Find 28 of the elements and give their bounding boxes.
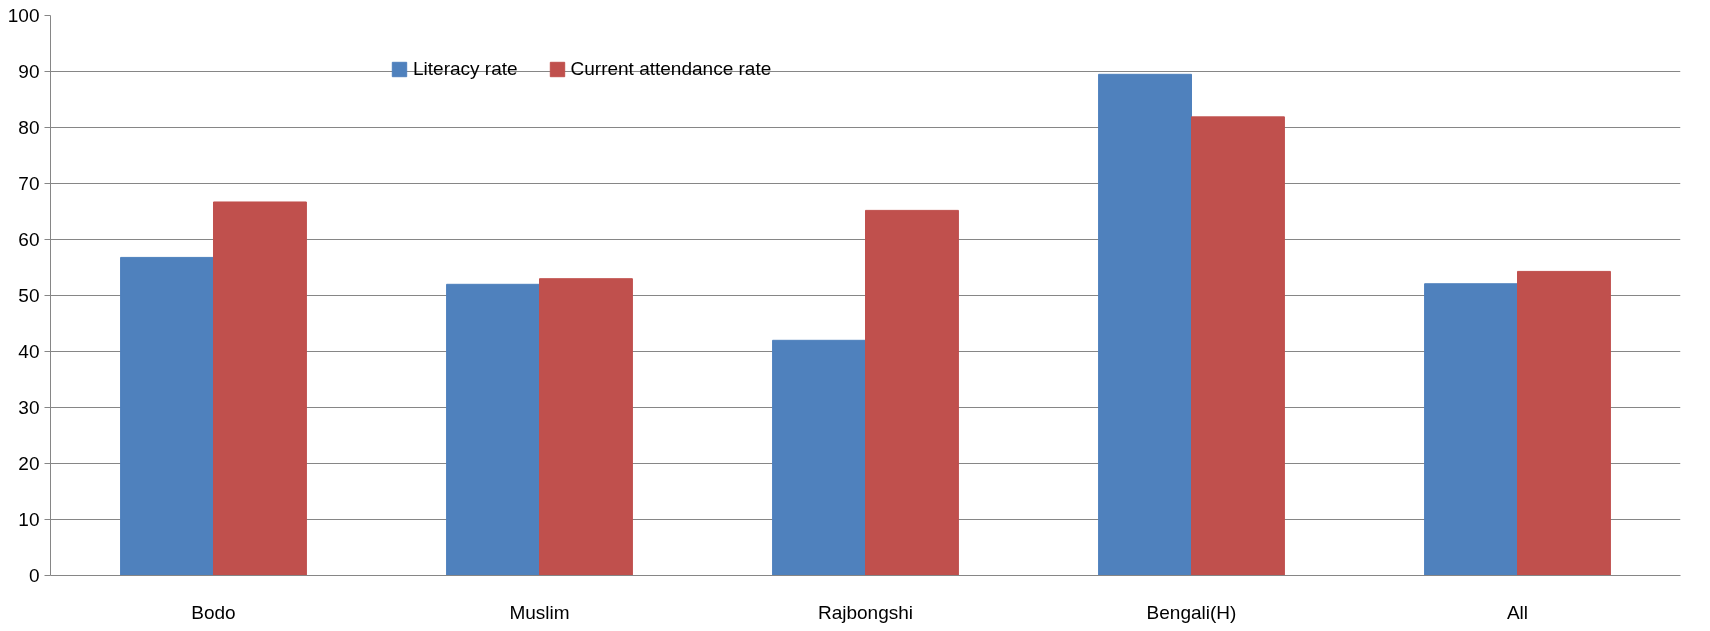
y-tick-label: 100	[7, 5, 40, 26]
bar	[120, 256, 214, 576]
y-tick-label: 50	[18, 285, 40, 306]
y-tick-label: 70	[18, 173, 40, 194]
y-tick-label: 60	[18, 229, 40, 250]
bar	[213, 201, 307, 576]
y-tick-label: 40	[18, 341, 40, 362]
bar	[1191, 116, 1285, 576]
y-tick-label: 80	[18, 117, 40, 138]
x-tick-label: All	[1506, 601, 1529, 623]
legend-label: Current attendance rate	[570, 58, 772, 80]
x-tick-label: Rajbongshi	[817, 601, 914, 623]
bar	[1517, 270, 1611, 576]
bar	[772, 339, 866, 576]
y-tick-label: 10	[18, 509, 40, 530]
bar	[446, 283, 540, 576]
y-tick-label: 30	[18, 397, 40, 418]
legend-label: Literacy rate	[413, 58, 518, 80]
x-tick-label: Bodo	[191, 601, 236, 623]
y-tick-label: 0	[28, 565, 40, 586]
y-tick-label: 90	[18, 61, 40, 82]
bar	[865, 209, 959, 576]
x-tick-label: Bengali(H)	[1146, 601, 1237, 623]
y-tick-label: 20	[18, 453, 40, 474]
x-tick-label: Muslim	[509, 601, 570, 623]
bar	[539, 278, 633, 576]
bar	[1098, 73, 1192, 576]
bar	[1424, 283, 1518, 576]
